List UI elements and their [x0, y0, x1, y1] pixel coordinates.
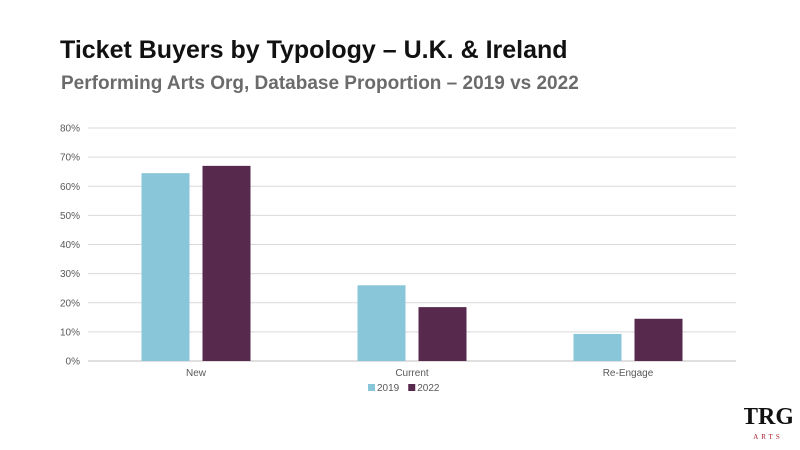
legend-label-2022: 2022 [417, 383, 440, 394]
y-axis: 0% 10% 20% 30% 40% 50% 60% 70% 80% [60, 124, 80, 368]
chart-title: Ticket Buyers by Typology – U.K. & Irela… [60, 36, 568, 64]
y-tick-label: 0% [66, 357, 81, 368]
y-tick-label: 40% [60, 240, 80, 251]
logo-text: ARTS [753, 433, 782, 441]
y-tick-label: 70% [60, 153, 80, 164]
chart-subtitle: Performing Arts Org, Database Proportion… [61, 73, 579, 94]
x-tick-label: Re-Engage [603, 368, 654, 379]
y-tick-label: 60% [60, 182, 80, 193]
x-tick-label: Current [395, 368, 429, 379]
y-tick-label: 20% [60, 298, 80, 309]
bar-current-2022 [418, 307, 467, 361]
bars [141, 165, 683, 361]
x-axis: New Current Re-Engage [186, 368, 654, 379]
logo-monogram: TRG [744, 404, 792, 430]
legend-swatch-2019 [368, 384, 375, 391]
legend-label-2019: 2019 [377, 383, 400, 394]
y-tick-label: 10% [60, 327, 80, 338]
legend-swatch-2022 [408, 384, 416, 391]
trg-arts-logo: TRG ARTS [744, 404, 792, 441]
gridlines [88, 127, 736, 362]
y-tick-label: 80% [60, 124, 80, 135]
bar-re-engage-2019 [573, 333, 622, 361]
y-tick-label: 30% [60, 269, 80, 280]
bar-new-2022 [202, 165, 251, 361]
bar-new-2019 [141, 173, 190, 361]
y-tick-label: 50% [60, 211, 80, 222]
bar-re-engage-2022 [634, 318, 683, 361]
bar-current-2019 [357, 285, 406, 361]
x-tick-label: New [186, 368, 207, 379]
legend: 2019 2022 [368, 383, 440, 394]
